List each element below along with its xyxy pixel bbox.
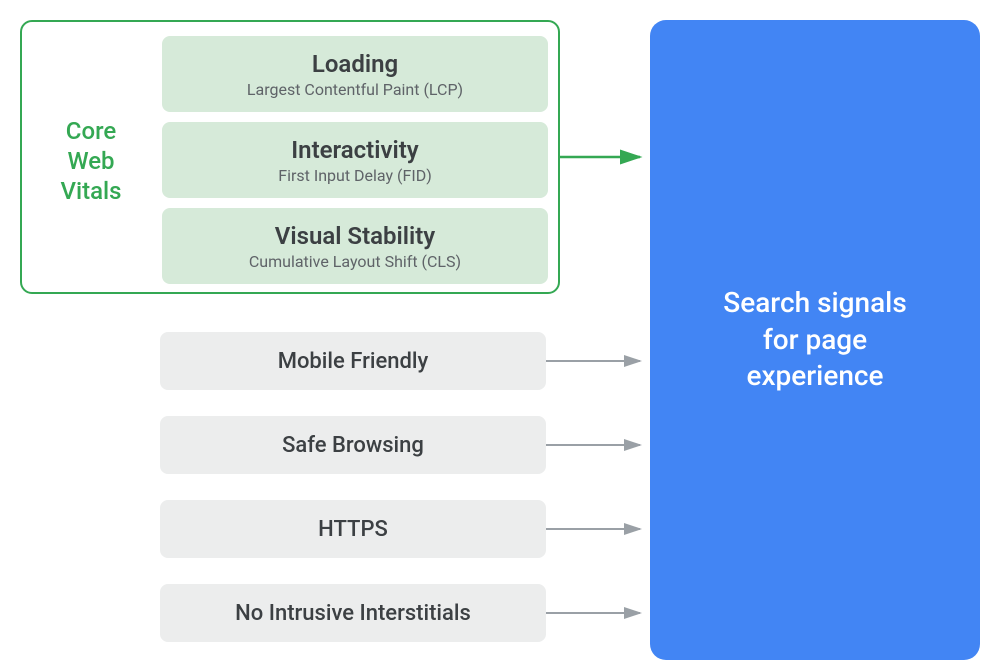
cwv-label-line: Web bbox=[36, 146, 146, 176]
signal-label: HTTPS bbox=[318, 517, 388, 542]
signal-label: No Intrusive Interstitials bbox=[235, 601, 471, 626]
cwv-label-line: Core bbox=[36, 116, 146, 146]
search-signals-target: Search signals for page experience bbox=[650, 20, 980, 660]
target-line: experience bbox=[723, 358, 906, 394]
target-text: Search signals for page experience bbox=[723, 285, 906, 394]
vital-box: Interactivity First Input Delay (FID) bbox=[162, 122, 548, 198]
vital-title: Visual Stability bbox=[275, 222, 435, 250]
signal-box: Mobile Friendly bbox=[160, 332, 546, 390]
vital-title: Interactivity bbox=[291, 136, 418, 164]
signal-label: Safe Browsing bbox=[282, 433, 424, 458]
vital-subtitle: First Input Delay (FID) bbox=[278, 166, 432, 185]
core-web-vitals-label: Core Web Vitals bbox=[36, 116, 146, 206]
vital-subtitle: Cumulative Layout Shift (CLS) bbox=[249, 252, 461, 271]
vital-box: Loading Largest Contentful Paint (LCP) bbox=[162, 36, 548, 112]
diagram-canvas: Core Web Vitals Loading Largest Contentfu… bbox=[0, 0, 1000, 670]
signal-label: Mobile Friendly bbox=[278, 349, 429, 374]
target-line: Search signals bbox=[723, 285, 906, 321]
core-web-vitals-group: Core Web Vitals Loading Largest Contentfu… bbox=[20, 20, 560, 294]
vital-subtitle: Largest Contentful Paint (LCP) bbox=[247, 80, 463, 99]
signal-box: No Intrusive Interstitials bbox=[160, 584, 546, 642]
vital-title: Loading bbox=[312, 50, 398, 78]
target-line: for page bbox=[723, 322, 906, 358]
vital-box: Visual Stability Cumulative Layout Shift … bbox=[162, 208, 548, 284]
signal-box: HTTPS bbox=[160, 500, 546, 558]
cwv-label-line: Vitals bbox=[36, 176, 146, 206]
signal-box: Safe Browsing bbox=[160, 416, 546, 474]
